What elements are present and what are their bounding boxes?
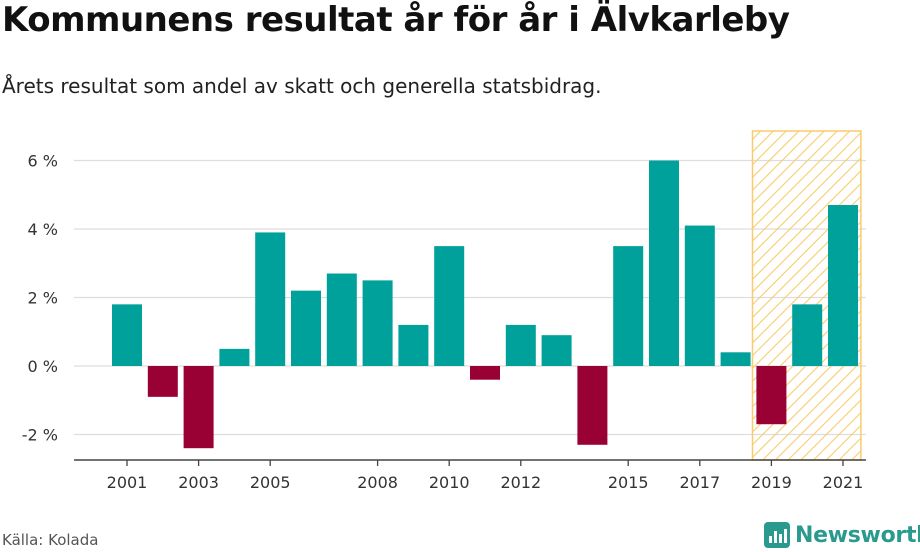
bar-2019 (756, 366, 787, 425)
chart-subtitle: Årets resultat som andel av skatt och ge… (2, 74, 602, 98)
bar-2011 (470, 366, 500, 380)
bar-2017 (684, 225, 715, 366)
bar-2018 (720, 352, 751, 366)
brand-name: Newsworthy (795, 522, 920, 548)
bar-2004 (219, 348, 250, 366)
bar-2008 (362, 280, 393, 366)
bar-2015 (613, 246, 644, 366)
x-tick-label: 2010 (429, 473, 470, 492)
x-tick-label: 2012 (500, 473, 541, 492)
bar-2001 (112, 304, 142, 366)
bar-2012 (505, 324, 536, 366)
bar-2003 (183, 366, 214, 449)
bar-2007 (326, 273, 357, 366)
y-tick-label: 2 % (28, 289, 58, 308)
x-tick-label: 2008 (357, 473, 398, 492)
bar-2020 (792, 304, 823, 366)
x-tick-label: 2001 (107, 473, 148, 492)
x-tick-label: 2019 (751, 473, 792, 492)
bar-2005 (255, 232, 286, 366)
bar-2002 (147, 366, 178, 397)
x-tick-label: 2015 (608, 473, 649, 492)
y-tick-label: 4 % (28, 220, 58, 239)
bar-2016 (649, 160, 679, 366)
x-tick-label: 2005 (250, 473, 291, 492)
x-tick-label: 2003 (178, 473, 219, 492)
bar-2014 (577, 366, 608, 445)
source-note: Källa: Kolada (2, 531, 99, 549)
newsworthy-logo-icon (764, 522, 790, 548)
x-tick-label: 2017 (679, 473, 720, 492)
bar-2010 (434, 246, 465, 366)
y-tick-label: 6 % (28, 152, 58, 171)
y-tick-label: 0 % (28, 357, 58, 376)
bar-2009 (398, 324, 429, 366)
y-tick-label: -2 % (22, 426, 58, 445)
newsworthy-logo: Newsworthy (764, 520, 920, 550)
chart-title: Kommunens resultat år för år i Älvkarleb… (2, 0, 790, 40)
bar-2021 (828, 205, 858, 366)
x-tick-label: 2021 (823, 473, 864, 492)
bar-2006 (291, 290, 321, 366)
bar-2013 (541, 335, 572, 366)
